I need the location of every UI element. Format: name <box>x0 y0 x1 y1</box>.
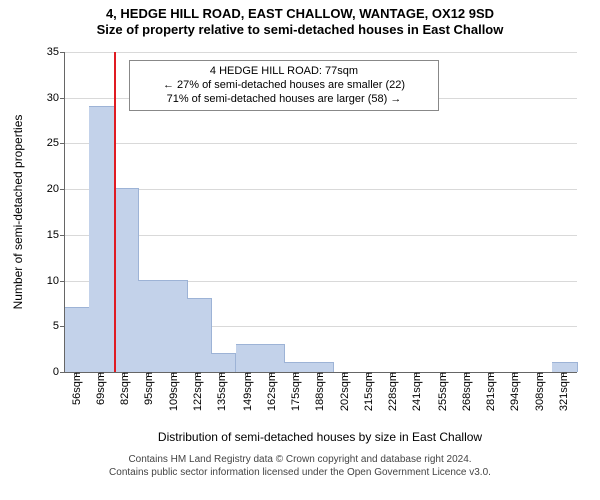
xtick-label: 135sqm <box>214 372 228 411</box>
xtick-label: 175sqm <box>288 372 302 411</box>
title-line-2: Size of property relative to semi-detach… <box>0 22 600 38</box>
annotation-line: 4 HEDGE HILL ROAD: 77sqm <box>138 65 430 79</box>
ytick-label: 20 <box>47 183 65 195</box>
gridline <box>65 189 577 190</box>
xtick-label: 149sqm <box>240 372 254 411</box>
histogram-bar <box>284 362 309 372</box>
histogram-bar <box>309 362 334 372</box>
xtick-label: 69sqm <box>93 372 107 405</box>
xtick-label: 241sqm <box>409 372 423 411</box>
xtick-label: 188sqm <box>312 372 326 411</box>
xtick-label: 202sqm <box>337 372 351 411</box>
xtick-label: 281sqm <box>483 372 497 411</box>
xtick-label: 56sqm <box>69 372 83 405</box>
title-line-1: 4, HEDGE HILL ROAD, EAST CHALLOW, WANTAG… <box>0 6 600 22</box>
histogram-bar <box>211 353 236 372</box>
ytick-label: 10 <box>47 275 65 287</box>
xtick-label: 122sqm <box>190 372 204 411</box>
histogram-bar <box>89 106 114 372</box>
annotation-box: 4 HEDGE HILL ROAD: 77sqm← 27% of semi-de… <box>129 60 439 111</box>
x-axis-label: Distribution of semi-detached houses by … <box>158 430 482 444</box>
xtick-label: 268sqm <box>459 372 473 411</box>
ytick-label: 5 <box>53 320 65 332</box>
histogram-bar <box>138 280 163 372</box>
y-axis-label: Number of semi-detached properties <box>11 115 25 310</box>
xtick-label: 294sqm <box>507 372 521 411</box>
ytick-label: 25 <box>47 137 65 149</box>
xtick-label: 228sqm <box>385 372 399 411</box>
ytick-label: 35 <box>47 46 65 58</box>
xtick-label: 215sqm <box>361 372 375 411</box>
histogram-bar <box>114 188 139 372</box>
histogram-bar <box>552 362 578 372</box>
highlight-line <box>114 52 116 372</box>
xtick-label: 308sqm <box>532 372 546 411</box>
xtick-label: 109sqm <box>166 372 180 411</box>
chart-container: 4, HEDGE HILL ROAD, EAST CHALLOW, WANTAG… <box>0 0 600 500</box>
footer-line-1: Contains HM Land Registry data © Crown c… <box>0 454 600 467</box>
plot-area: 0510152025303556sqm69sqm82sqm95sqm109sqm… <box>64 52 577 373</box>
ytick-label: 30 <box>47 92 65 104</box>
histogram-bar <box>187 298 212 372</box>
gridline <box>65 52 577 53</box>
xtick-label: 82sqm <box>117 372 131 405</box>
ytick-label: 15 <box>47 229 65 241</box>
histogram-bar <box>236 344 261 372</box>
annotation-line: ← 27% of semi-detached houses are smalle… <box>138 79 430 93</box>
footer-note: Contains HM Land Registry data © Crown c… <box>0 454 600 479</box>
xtick-label: 162sqm <box>264 372 278 411</box>
xtick-label: 321sqm <box>556 372 570 411</box>
chart-title: 4, HEDGE HILL ROAD, EAST CHALLOW, WANTAG… <box>0 0 600 39</box>
gridline <box>65 235 577 236</box>
histogram-bar <box>65 307 90 372</box>
annotation-line: 71% of semi-detached houses are larger (… <box>138 93 430 107</box>
footer-line-2: Contains public sector information licen… <box>0 467 600 480</box>
histogram-bar <box>162 280 187 372</box>
xtick-label: 95sqm <box>141 372 155 405</box>
xtick-label: 255sqm <box>435 372 449 411</box>
histogram-bar <box>260 344 285 372</box>
gridline <box>65 143 577 144</box>
ytick-label: 0 <box>53 366 65 378</box>
